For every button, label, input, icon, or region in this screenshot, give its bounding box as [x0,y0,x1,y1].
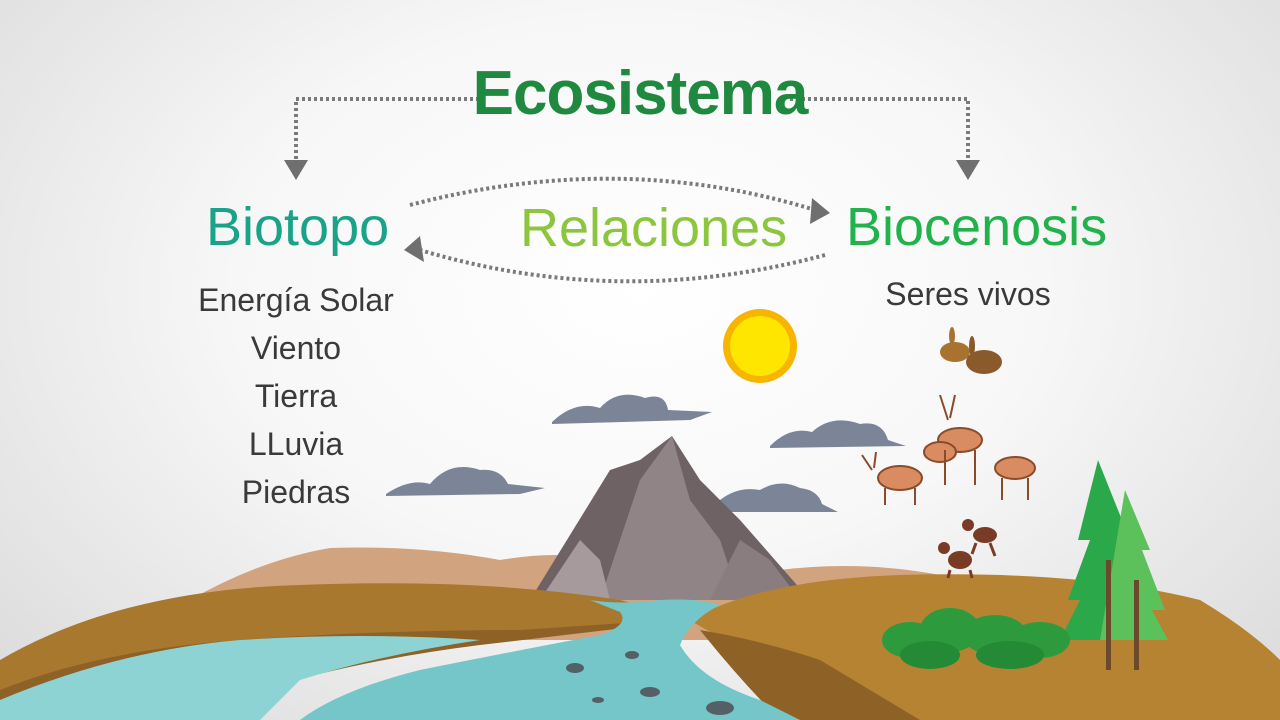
deer [861,394,1036,505]
arrowhead-biocenosis-icon [956,160,980,180]
monkeys [938,519,997,579]
trees [1060,460,1168,670]
relation-arcs [409,176,826,284]
right-hill-shade [700,630,920,720]
list-item-viento: Viento [250,330,342,366]
arc-top [409,176,816,212]
biocenosis-heading: Biocenosis [846,197,1108,257]
seres-vivos-label: Seres vivos [885,276,1051,312]
river-left-branch [0,636,480,720]
biotopo-heading: Biotopo [206,197,390,257]
connector-to-biotopo [294,97,485,162]
list-item-energia-solar: Energía Solar [198,282,394,318]
list-item-tierra: Tierra [254,378,338,414]
list-item-piedras: Piedras [241,474,351,510]
river [300,599,800,720]
river-rocks [566,651,734,715]
sun-icon [723,309,797,383]
relaciones-label: Relaciones [520,198,788,258]
arrowhead-biotopo-icon [284,160,308,180]
diagram-title: Ecosistema [472,59,809,128]
arc-bottom [419,248,826,284]
abiotic-factor-list: Energía Solar Viento Tierra LLuvia Piedr… [196,276,396,516]
mountain [530,436,810,600]
arrow-left-icon [404,236,424,262]
clouds [386,394,906,512]
title-connectors [294,97,970,162]
rabbits [940,327,1002,374]
arrow-right-icon [810,198,830,224]
list-item-lluvia: LLuvia [248,426,344,462]
bushes [882,608,1070,669]
